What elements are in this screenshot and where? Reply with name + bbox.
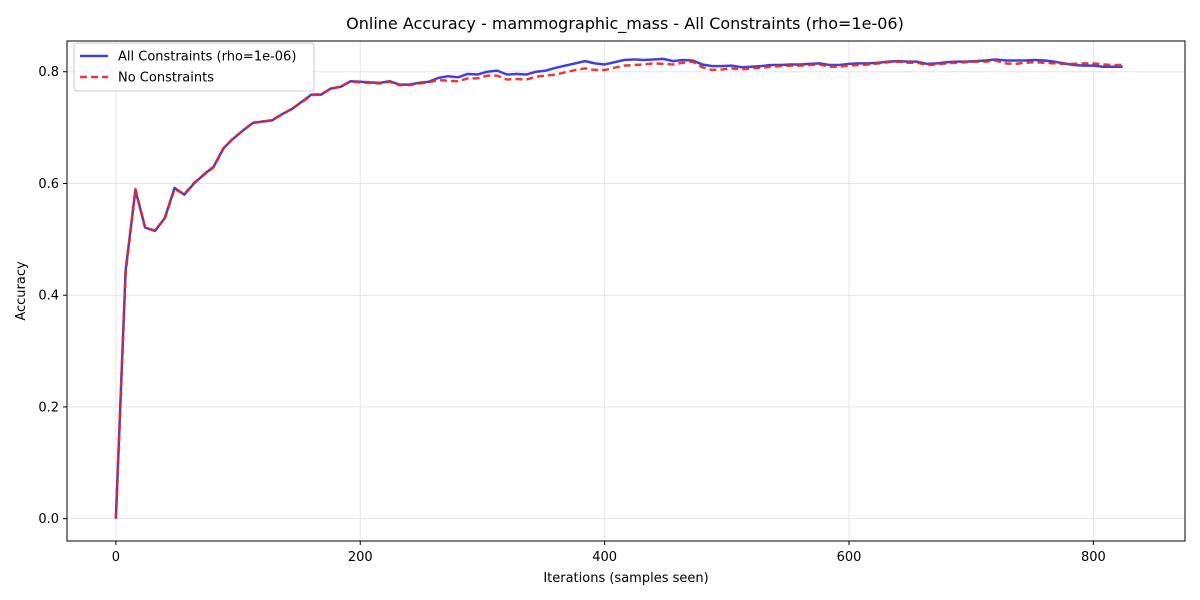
x-tick-label: 400 bbox=[592, 550, 617, 565]
legend-label-2: No Constraints bbox=[118, 71, 214, 86]
chart-title: Online Accuracy - mammographic_mass - Al… bbox=[346, 14, 904, 34]
x-tick-label: 200 bbox=[348, 550, 373, 565]
x-axis-label: Iterations (samples seen) bbox=[543, 571, 708, 586]
x-tick-label: 600 bbox=[837, 550, 862, 565]
series-line-2 bbox=[114, 59, 1123, 519]
legend: All Constraints (rho=1e-06) No Constraint… bbox=[73, 42, 315, 92]
y-tick-label: 0.6 bbox=[38, 177, 59, 192]
legend-label-1: All Constraints (rho=1e-06) bbox=[118, 50, 296, 65]
y-axis-label: Accuracy bbox=[14, 261, 29, 321]
grid bbox=[67, 41, 1185, 541]
y-tick-label: 0.2 bbox=[38, 400, 59, 415]
y-tick-label: 0.4 bbox=[38, 289, 59, 304]
series-layer bbox=[114, 57, 1123, 519]
y-tick-label: 0.0 bbox=[38, 512, 59, 527]
ticks: 0 200 400 600 800 0.0 0.2 0.4 0.6 0.8 bbox=[38, 65, 1105, 565]
x-tick-label: 800 bbox=[1081, 550, 1106, 565]
x-tick-label: 0 bbox=[112, 550, 120, 565]
plot-frame bbox=[66, 40, 1186, 542]
y-tick-label: 0.8 bbox=[38, 65, 59, 80]
legend-box bbox=[73, 42, 315, 92]
